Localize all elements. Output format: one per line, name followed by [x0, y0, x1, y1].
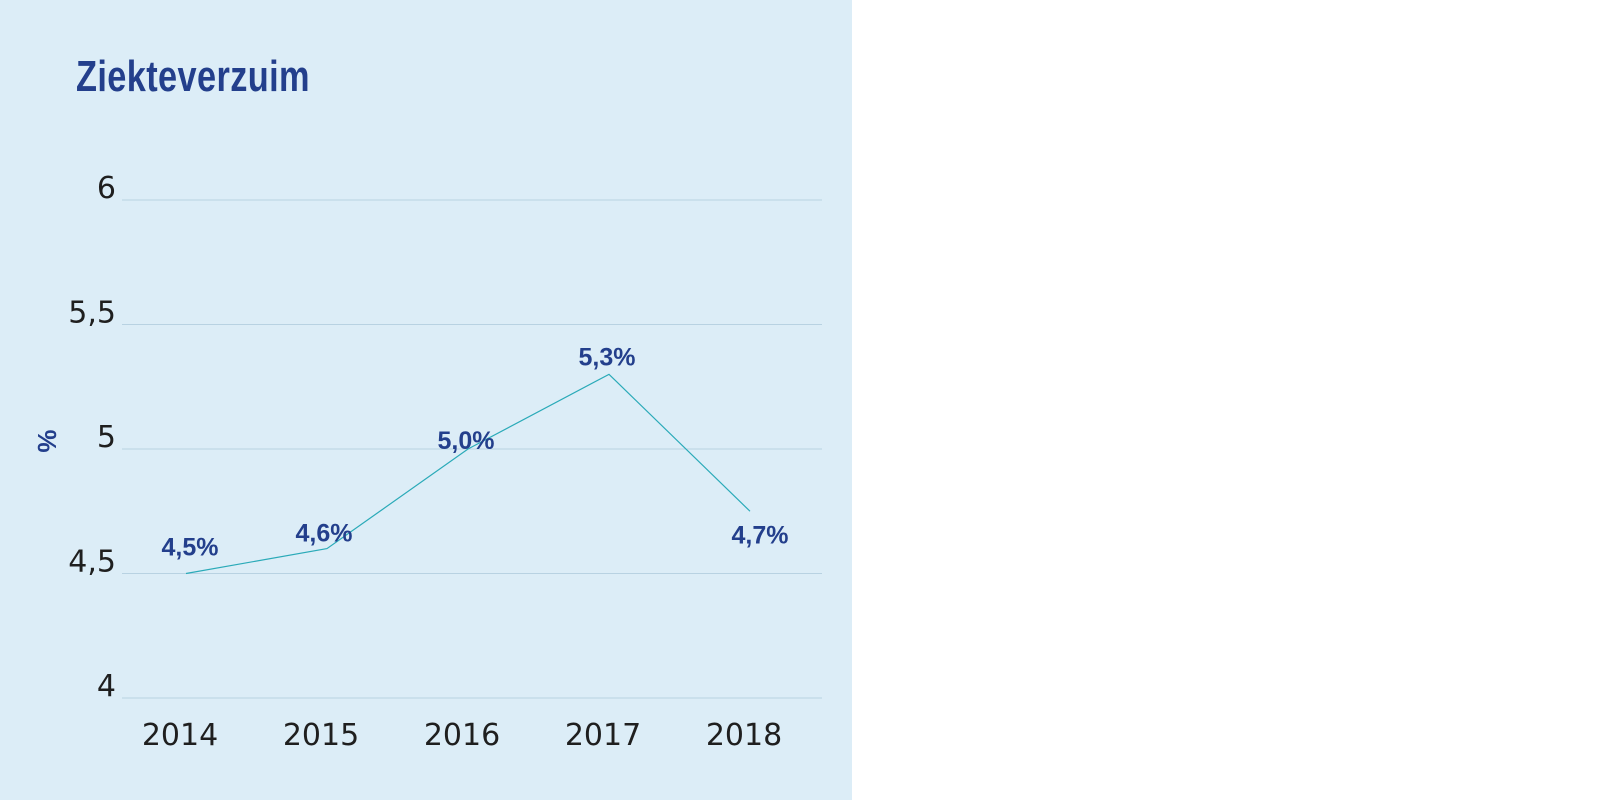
y-tick-label: 4 — [97, 669, 116, 704]
y-tick-label: 5,5 — [68, 296, 116, 331]
y-tick-label: 6 — [97, 171, 116, 206]
chart-panel — [0, 0, 852, 800]
series-line — [185, 373, 751, 575]
x-tick-label: 2018 — [706, 718, 782, 753]
y-tick-label: 5 — [97, 420, 116, 455]
data-label: 4,5% — [162, 534, 219, 562]
y-tick-label: 4,5 — [68, 545, 116, 580]
data-label: 4,6% — [296, 520, 353, 548]
x-tick-label: 2017 — [565, 718, 641, 753]
data-label: 4,7% — [732, 521, 789, 549]
x-tick-label: 2015 — [283, 718, 359, 753]
x-tick-label: 2016 — [424, 718, 500, 753]
x-tick-label: 2014 — [142, 718, 218, 753]
line-chart: 4 4,5 5 5,5 6 2014 2015 2016 2017 2018 4,5% 4,6% 5,0… — [68, 171, 822, 753]
data-label: 5,3% — [579, 343, 636, 371]
chart-title: Ziekteverzuim — [76, 52, 310, 101]
data-label: 5,0% — [438, 427, 495, 455]
